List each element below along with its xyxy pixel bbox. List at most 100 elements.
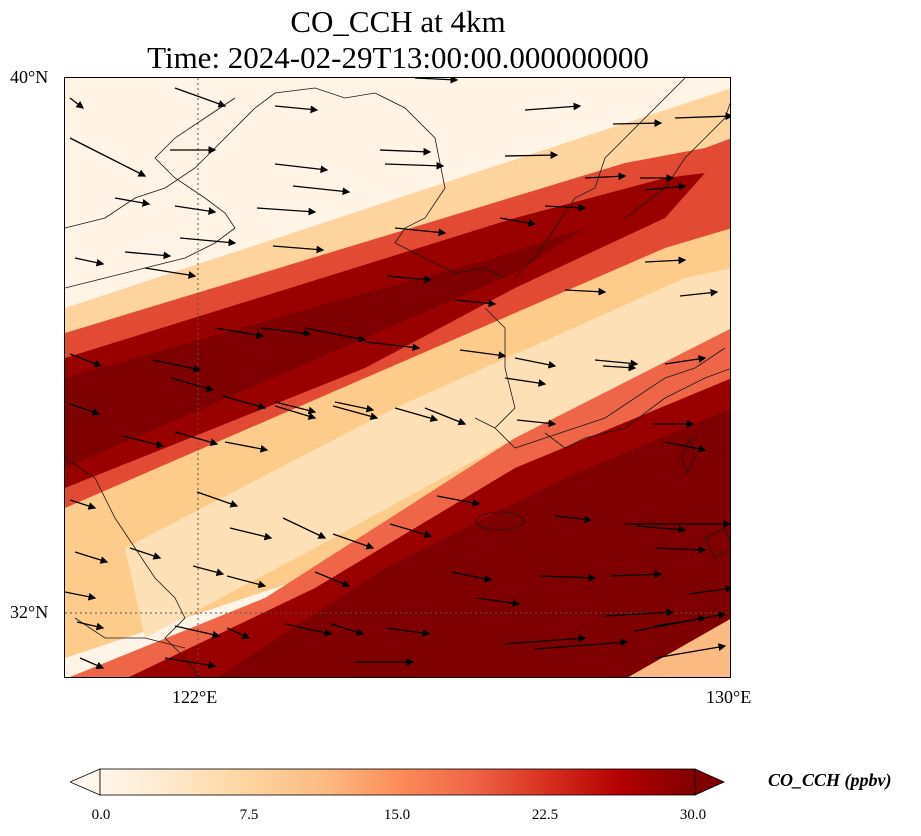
wind-arrow (272, 245, 325, 254)
wind-arrow (332, 405, 379, 421)
wind-arrow (454, 299, 497, 308)
wind-arrow (386, 627, 431, 637)
wind-arrow (674, 112, 730, 121)
wind-arrow (332, 533, 375, 550)
wind-arrow (282, 517, 327, 539)
wind-arrow (379, 147, 432, 156)
wind-arrow (65, 591, 97, 601)
wind-arrow (564, 287, 607, 296)
wind-arrow (504, 634, 587, 645)
colorbar-tick-4: 30.0 (679, 807, 707, 823)
colorbar-tick-3: 22.5 (531, 807, 559, 823)
wind-arrow (516, 419, 557, 428)
wind-arrow (174, 87, 227, 108)
wind-arrow (539, 573, 597, 582)
wind-arrow (524, 102, 582, 111)
field-band-lower-gradient (69, 329, 730, 677)
wind-arrow (76, 621, 105, 631)
wind-arrow (222, 395, 267, 410)
wind-arrow (414, 78, 459, 84)
wind-arrow (644, 182, 687, 191)
wind-arrow (654, 643, 727, 659)
lat-tick-40n: 40°N (10, 67, 49, 87)
wind-arrow (74, 551, 109, 564)
wind-arrow (386, 275, 433, 284)
wind-arrow (179, 237, 237, 247)
wind-arrow (499, 217, 537, 227)
wind-arrow (274, 163, 329, 174)
wind-vectors (65, 78, 730, 669)
map-panel (64, 77, 731, 678)
wind-arrow (69, 403, 101, 416)
wind-arrow (69, 97, 85, 109)
wind-arrow (602, 363, 637, 372)
wind-arrow (129, 547, 162, 560)
wind-arrow (504, 377, 547, 387)
wind-arrow (450, 571, 493, 583)
wind-arrow (504, 151, 559, 160)
wind-arrow (394, 407, 439, 422)
colorbar-extend-min (68, 768, 101, 796)
wind-arrow (256, 207, 317, 216)
wind-arrow (634, 611, 727, 632)
gridlines (65, 78, 730, 677)
wind-arrow (476, 597, 521, 607)
wind-arrow (292, 185, 351, 196)
wind-arrow (214, 327, 265, 339)
wind-arrow (636, 525, 687, 534)
wind-arrow (584, 172, 627, 181)
wind-arrow (124, 251, 172, 260)
wind-arrow (196, 491, 239, 508)
lat-tick-32n: 32°N (10, 602, 49, 622)
wind-arrow (226, 575, 267, 589)
wind-arrow (604, 608, 675, 617)
wind-arrow (688, 585, 730, 595)
wind-arrow (664, 355, 707, 365)
wind-arrow (174, 431, 219, 446)
colorbar-tick-0: 0.0 (91, 807, 111, 823)
colorbar-extend-max (694, 768, 725, 796)
wind-arrow (654, 545, 707, 554)
wind-arrow (192, 565, 225, 577)
wind-arrow (330, 623, 365, 636)
figure-title-line-1: CO_CCH at 4km (290, 4, 506, 39)
wind-arrow (74, 257, 105, 267)
colorbar-label: CO_CCH (ppbv) (768, 770, 892, 790)
wind-arrow (384, 161, 445, 170)
wind-arrow (274, 401, 317, 415)
field-band-lower-right-patch (628, 619, 730, 677)
wind-arrow (612, 119, 663, 128)
wind-arrow (436, 495, 481, 507)
wind-arrow (389, 523, 433, 538)
wind-arrow (459, 349, 507, 360)
lon-tick-130e: 130°E (706, 687, 752, 707)
wind-arrow (174, 205, 217, 215)
wind-arrow (274, 105, 319, 114)
wind-arrow (144, 267, 197, 279)
colorbar (68, 768, 725, 796)
wind-arrow (554, 515, 593, 524)
concentration-field (65, 78, 730, 677)
wind-arrow (274, 405, 317, 420)
figure-title-line-2: Time: 2024-02-29T13:00:00.000000000 (147, 40, 649, 75)
wind-arrow (610, 570, 663, 579)
wind-arrow (544, 203, 587, 212)
wind-arrow (284, 623, 333, 637)
wind-arrow (644, 256, 687, 265)
wind-arrow (304, 327, 367, 343)
wind-arrow (174, 625, 221, 639)
wind-arrow (594, 359, 639, 368)
wind-arrow (69, 137, 147, 177)
lon-tick-122e: 122°E (172, 687, 218, 707)
wind-arrow (122, 435, 165, 449)
wind-arrow (224, 441, 269, 453)
wind-arrow (229, 527, 273, 541)
wind-arrow (79, 657, 105, 669)
wind-arrow (114, 197, 151, 207)
wind-arrow (394, 227, 447, 237)
wind-arrow (164, 657, 217, 669)
colorbar-gradient (99, 768, 696, 796)
wind-arrow (69, 499, 97, 510)
map-canvas (65, 78, 730, 677)
wind-arrow (259, 327, 312, 338)
